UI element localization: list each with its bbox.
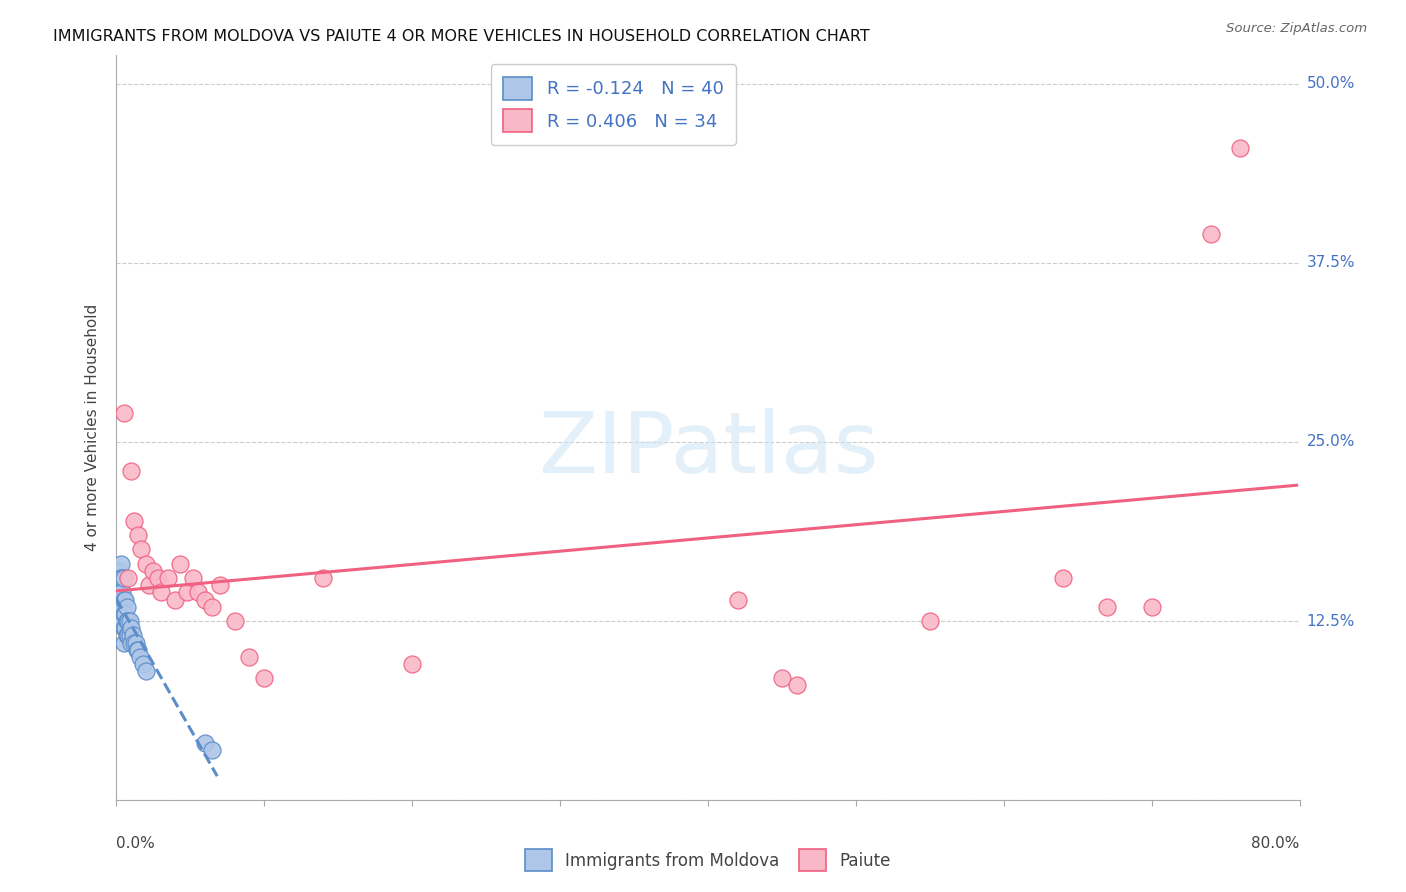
Point [110, 571, 132, 585]
Point [111, 571, 134, 585]
Point [201, 599, 224, 614]
Point [135, 664, 157, 678]
Point [131, 542, 153, 557]
Point [120, 621, 142, 635]
Text: 12.5%: 12.5% [1306, 614, 1355, 629]
Point [112, 621, 135, 635]
Point [194, 592, 217, 607]
Point [1097, 599, 1119, 614]
Point [111, 585, 134, 599]
Point [115, 614, 138, 628]
Point [786, 678, 808, 692]
Point [112, 571, 135, 585]
Point [238, 649, 260, 664]
Point [112, 592, 135, 607]
Point [107, 607, 129, 621]
Point [122, 514, 145, 528]
Point [112, 635, 135, 649]
Point [114, 592, 136, 607]
Point [187, 585, 209, 599]
Text: 37.5%: 37.5% [1306, 255, 1355, 270]
Point [107, 585, 129, 599]
Point [120, 464, 142, 478]
Point [117, 571, 139, 585]
Point [224, 614, 246, 628]
Point [127, 528, 149, 542]
Point [401, 657, 423, 671]
Point [770, 671, 793, 685]
Point [108, 578, 131, 592]
Point [117, 614, 139, 628]
Point [112, 607, 135, 621]
Text: Source: ZipAtlas.com: Source: ZipAtlas.com [1226, 22, 1367, 36]
Point [149, 585, 172, 599]
Point [122, 635, 145, 649]
Point [114, 607, 136, 621]
Text: ZIPatlas: ZIPatlas [537, 409, 879, 491]
Text: 0.0%: 0.0% [117, 836, 155, 851]
Point [112, 406, 135, 420]
Point [157, 571, 180, 585]
Point [181, 571, 204, 585]
Point [142, 564, 165, 578]
Point [124, 635, 146, 649]
Point [135, 557, 157, 571]
Point [108, 599, 131, 614]
Point [115, 628, 138, 642]
Text: IMMIGRANTS FROM MOLDOVA VS PAIUTE 4 OR MORE VEHICLES IN HOUSEHOLD CORRELATION CH: IMMIGRANTS FROM MOLDOVA VS PAIUTE 4 OR M… [53, 29, 870, 44]
Text: 80.0%: 80.0% [1251, 836, 1299, 851]
Point [176, 585, 198, 599]
Point [125, 642, 148, 657]
Point [138, 578, 160, 592]
Point [115, 599, 138, 614]
Point [1052, 571, 1074, 585]
Point [110, 557, 132, 571]
Point [111, 614, 134, 628]
Point [727, 592, 749, 607]
Point [110, 614, 132, 628]
Point [1199, 227, 1222, 242]
Point [169, 557, 191, 571]
Point [108, 564, 131, 578]
Point [127, 642, 149, 657]
Point [114, 621, 136, 635]
Point [1229, 141, 1251, 155]
Legend: Immigrants from Moldova, Paiute: Immigrants from Moldova, Paiute [519, 843, 897, 878]
Point [918, 614, 941, 628]
Point [110, 592, 132, 607]
Point [253, 671, 276, 685]
Y-axis label: 4 or more Vehicles in Household: 4 or more Vehicles in Household [86, 304, 100, 551]
Point [117, 628, 139, 642]
Point [111, 599, 134, 614]
Point [120, 635, 142, 649]
Point [194, 736, 217, 750]
Point [121, 628, 143, 642]
Point [146, 571, 169, 585]
Point [1140, 599, 1163, 614]
Point [208, 578, 231, 592]
Point [165, 592, 187, 607]
Point [129, 649, 152, 664]
Text: 50.0%: 50.0% [1306, 77, 1355, 91]
Point [118, 628, 141, 642]
Point [132, 657, 155, 671]
Point [201, 743, 224, 757]
Text: 25.0%: 25.0% [1306, 434, 1355, 450]
Point [118, 614, 141, 628]
Point [312, 571, 335, 585]
